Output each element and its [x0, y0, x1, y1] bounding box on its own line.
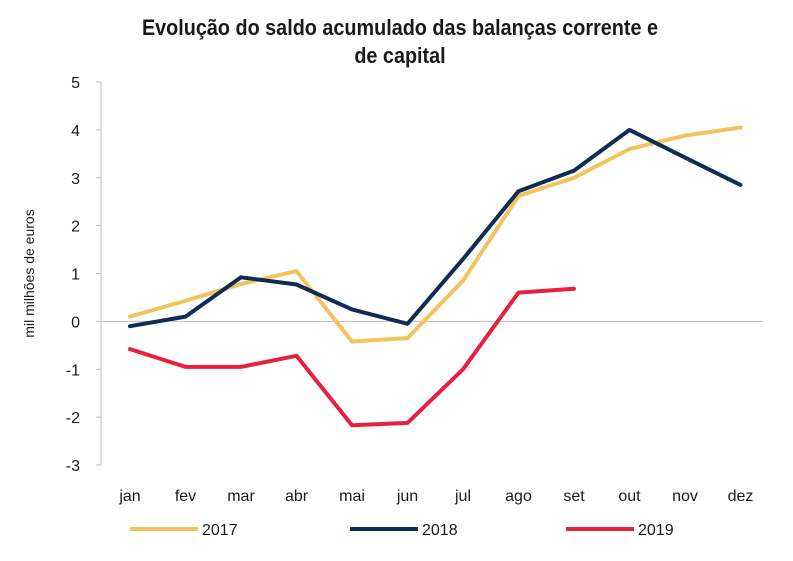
- x-tick-label: set: [563, 488, 585, 505]
- x-tick-label: jan: [118, 488, 140, 505]
- y-tick-label: -3: [66, 458, 80, 475]
- y-axis-label: mil milhões de euros: [21, 209, 37, 337]
- x-tick-label: fev: [175, 488, 196, 505]
- x-tick-label: nov: [672, 488, 698, 505]
- y-tick-label: -2: [66, 410, 80, 427]
- x-tick-label: jun: [396, 488, 418, 505]
- x-tick-label: ago: [505, 488, 532, 505]
- series-lines: [128, 125, 743, 428]
- y-tick-label: 3: [71, 171, 80, 188]
- series-line-2018: [128, 127, 743, 329]
- x-tick-label: dez: [728, 488, 754, 505]
- x-axis-tick-labels: jan fev mar abr mai jun jul ago set out nov dez: [118, 488, 753, 505]
- y-tick-label: 1: [71, 267, 80, 284]
- y-axis-ticks: [96, 81, 101, 466]
- x-tick-label: mar: [227, 488, 255, 505]
- series-line-2019: [128, 286, 576, 428]
- y-tick-label: -1: [66, 362, 80, 379]
- legend-label-2018: 2018: [422, 522, 458, 539]
- x-tick-label: abr: [285, 488, 309, 505]
- legend: 2017 2018 2019: [130, 522, 674, 539]
- series-line-2017: [128, 125, 743, 344]
- x-tick-label: out: [618, 488, 641, 505]
- x-tick-label: mai: [339, 488, 365, 505]
- y-tick-label: 0: [71, 314, 80, 331]
- y-axis-tick-labels: -3 -2 -1 0 1 2 3 4 5: [66, 75, 80, 475]
- legend-label-2019: 2019: [638, 522, 674, 539]
- y-tick-label: 4: [71, 123, 80, 140]
- chart-title: Evolução do saldo acumulado das balanças…: [141, 15, 659, 68]
- x-tick-label: jul: [454, 488, 471, 505]
- legend-label-2017: 2017: [202, 522, 238, 539]
- y-tick-label: 5: [71, 75, 80, 92]
- y-tick-label: 2: [71, 219, 80, 236]
